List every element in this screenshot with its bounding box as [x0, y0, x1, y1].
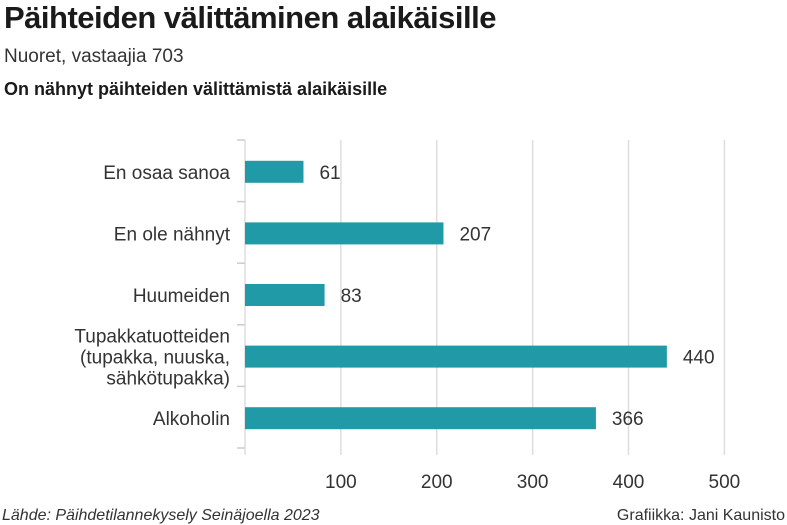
- data-label: 440: [683, 348, 715, 369]
- source-note: Lähde: Päihdetilannekysely Seinäjoella 2…: [2, 507, 320, 524]
- x-tick-label: 100: [325, 472, 357, 493]
- chart-title: Päihteiden välittäminen alaikäisille: [4, 0, 497, 35]
- bar: [245, 222, 444, 245]
- data-label: 83: [341, 286, 362, 307]
- category-label: sähkötupakka): [106, 369, 230, 390]
- data-label: 61: [319, 163, 340, 184]
- chart-subtitle: Nuoret, vastaajia 703: [4, 46, 184, 67]
- data-label: 366: [612, 409, 644, 430]
- x-tick-label: 500: [709, 472, 741, 493]
- bar: [245, 407, 596, 430]
- x-tick-label: 200: [421, 472, 453, 493]
- data-label: 207: [459, 224, 491, 245]
- x-tick-label: 300: [517, 472, 549, 493]
- chart-question: On nähnyt päihteiden välittämistä alaikä…: [4, 79, 388, 99]
- bar: [245, 160, 304, 183]
- category-label: Alkoholin: [153, 409, 230, 430]
- credit-note: Grafiikka: Jani Kaunisto: [616, 507, 785, 524]
- x-tick-label: 400: [613, 472, 645, 493]
- category-label: (tupakka, nuuska,: [80, 348, 230, 369]
- category-label: Tupakkatuotteiden: [74, 327, 230, 348]
- category-label: En ole nähnyt: [114, 224, 231, 245]
- bar: [245, 345, 667, 368]
- category-label: En osaa sanoa: [103, 163, 230, 184]
- category-label: Huumeiden: [133, 286, 230, 307]
- bar: [245, 284, 325, 306]
